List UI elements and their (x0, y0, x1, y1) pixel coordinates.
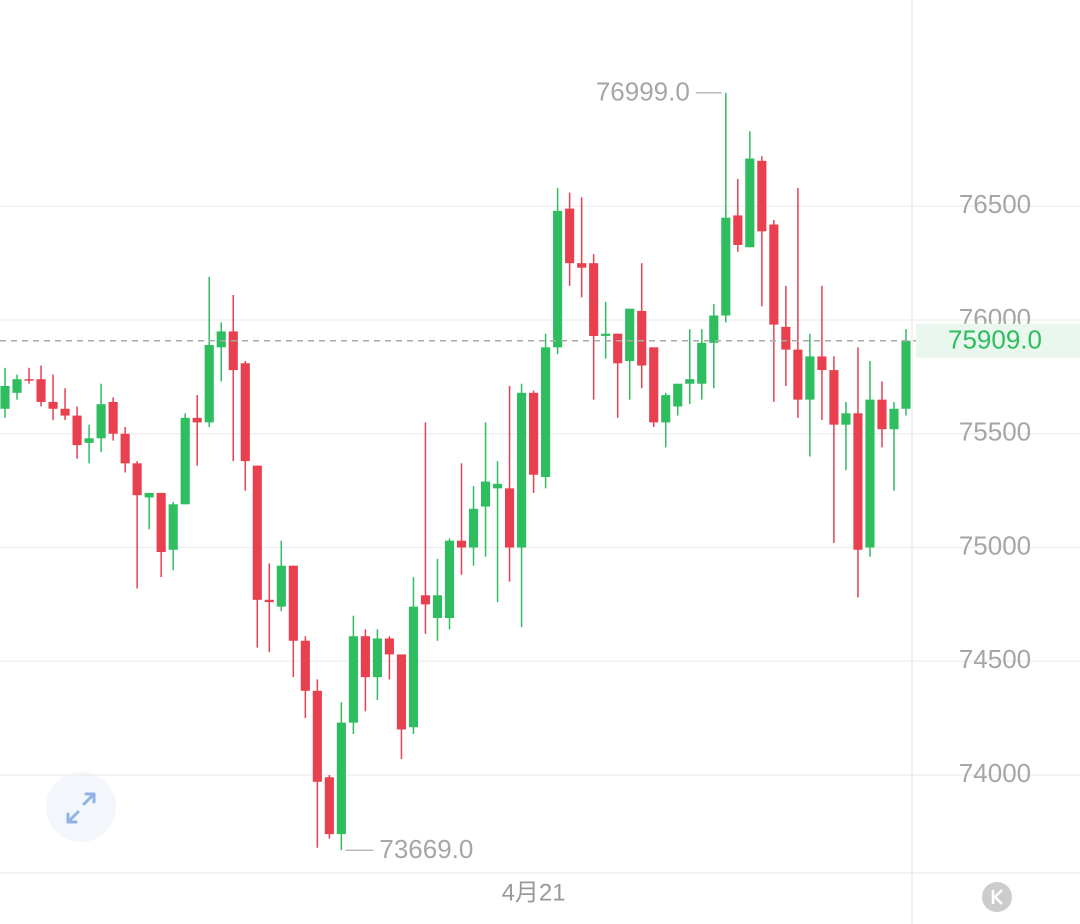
candle-body (781, 326, 791, 350)
candle-body (132, 463, 142, 496)
expand-button[interactable] (46, 772, 116, 842)
candle-body (60, 408, 70, 416)
candle-body (865, 399, 875, 548)
candle-body (264, 599, 274, 603)
candle-body (120, 433, 130, 464)
y-tick-label: 75000 (959, 530, 1031, 560)
candle-body (553, 210, 563, 348)
candle-body (625, 308, 635, 361)
candle-body (637, 310, 647, 366)
plot: 7400074500750007550076000765004月2175909.… (0, 77, 1080, 906)
candle-body (853, 413, 863, 550)
candle-body (204, 345, 214, 423)
candle-body (901, 340, 911, 409)
y-tick-label: 74500 (959, 644, 1031, 674)
candle-body (697, 342, 707, 384)
candle-body (408, 606, 419, 728)
candle-body (432, 595, 443, 619)
candle-body (348, 636, 358, 723)
expand-button-bg[interactable] (46, 772, 116, 842)
candle-body (601, 333, 611, 336)
candle-body (96, 404, 106, 439)
candle-body (0, 386, 10, 409)
candle-body (517, 392, 527, 548)
candle-body (793, 349, 803, 400)
candle-body (709, 315, 719, 343)
candle-body (300, 640, 310, 691)
candle-body (733, 215, 743, 245)
candle-body (721, 217, 731, 316)
y-tick-label: 74000 (959, 758, 1031, 788)
candle-body (396, 654, 407, 730)
expand-icon (66, 792, 96, 824)
candle-body (480, 481, 491, 507)
annotation-label: 76999.0 (596, 77, 690, 107)
reset-button-bg[interactable] (982, 882, 1012, 912)
candle-body (661, 395, 671, 423)
candle-body (685, 379, 695, 384)
candle-body (24, 379, 34, 381)
candle-body (541, 347, 551, 477)
y-tick-label: 76500 (959, 189, 1031, 219)
candle-body (276, 565, 286, 607)
candle-body (192, 417, 202, 423)
candle-body (216, 331, 226, 348)
reset-button[interactable] (982, 882, 1012, 912)
candle-body (144, 492, 154, 498)
candle-body (12, 379, 22, 393)
candle-body (228, 331, 238, 371)
candle-body (180, 417, 190, 505)
candle-body (805, 356, 815, 400)
candle-body (108, 401, 118, 434)
candle-body (84, 438, 94, 443)
candle-body (48, 401, 58, 409)
candle-body (312, 690, 322, 782)
y-tick-label: 75500 (959, 417, 1031, 447)
reset-icon (991, 889, 1003, 905)
candle-body (156, 492, 166, 553)
candle-body (288, 565, 298, 641)
annotation-label: 73669.0 (379, 834, 473, 864)
candle-body (456, 540, 467, 548)
candle-body (504, 488, 515, 548)
candle-body (492, 483, 503, 489)
candle-body (529, 392, 539, 475)
candle-body (420, 595, 431, 605)
candle-body (565, 208, 575, 264)
candle-body (372, 638, 382, 678)
candle-body (36, 379, 46, 402)
candle-body (649, 347, 659, 423)
candle-body (336, 722, 346, 835)
candle-body (769, 224, 779, 325)
last-price-label: 75909.0 (948, 325, 1042, 355)
candle-body (168, 504, 178, 550)
candle-body (745, 158, 755, 248)
candle-body (444, 540, 455, 619)
candle-body (468, 508, 479, 548)
candle-body (360, 636, 370, 678)
candle-body (829, 370, 839, 425)
candle-body (889, 408, 899, 430)
candle-body (577, 263, 587, 268)
candle-body (757, 160, 767, 232)
candle-body (673, 383, 683, 407)
candle-body (589, 263, 599, 336)
candle-body (613, 333, 623, 364)
candle-body (240, 363, 250, 462)
last-price-bg (916, 323, 1080, 358)
candle-body (384, 638, 394, 655)
candle-body (72, 415, 82, 446)
candle-body (841, 413, 851, 425)
x-tick-label: 4月21 (502, 879, 566, 906)
candle-body (324, 777, 334, 835)
candle-body (252, 465, 262, 600)
candle-body (877, 399, 887, 430)
candle-body (817, 356, 827, 371)
